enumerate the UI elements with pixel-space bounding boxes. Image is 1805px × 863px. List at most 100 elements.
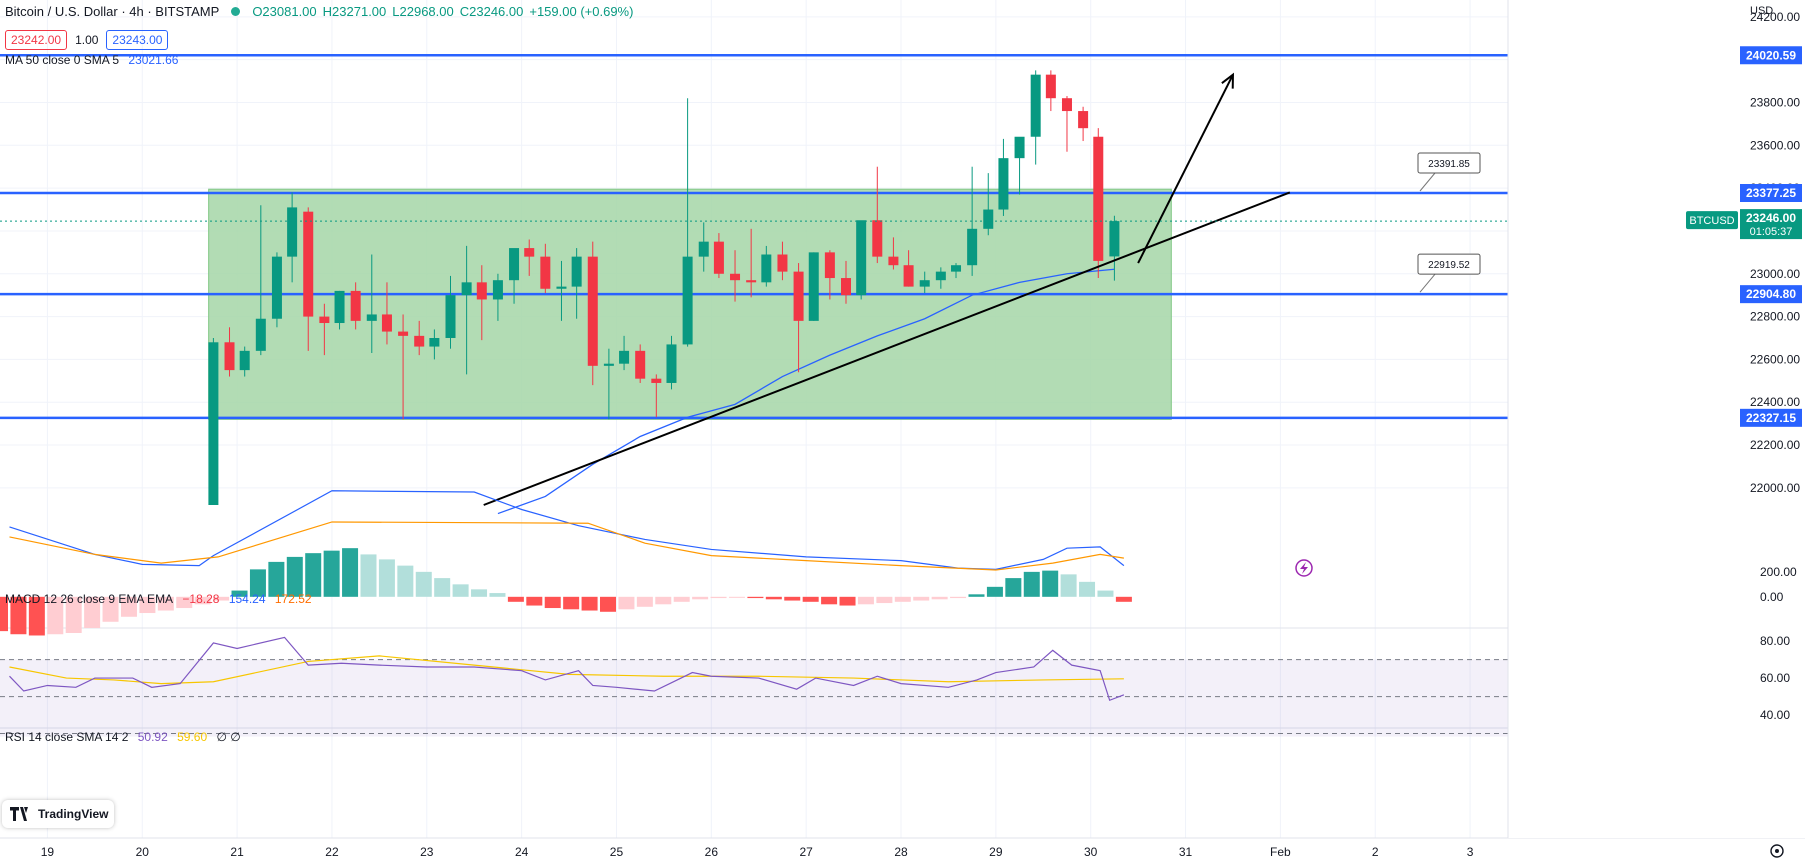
candle-body [414, 335, 425, 347]
candle-body [398, 331, 409, 336]
order-row: 23242.00 1.00 23243.00 [5, 30, 169, 50]
candle-body [635, 350, 646, 379]
time-tick-label: 22 [325, 845, 339, 859]
level-price-tag[interactable] [1740, 46, 1802, 65]
symbol-tag[interactable] [1686, 211, 1738, 230]
time-tick-label: 20 [136, 845, 150, 859]
macd-label: MACD 12 26 close 9 EMA EMA [5, 592, 174, 606]
candle-body [919, 280, 930, 287]
time-tick-label: 29 [989, 845, 1003, 859]
candle-body [951, 265, 962, 272]
rsi-label: RSI 14 close SMA 14 2 [5, 730, 129, 744]
macd-histogram-bar [1005, 578, 1022, 597]
arrow-line[interactable] [1137, 74, 1234, 264]
symbol-title[interactable]: Bitcoin / U.S. Dollar · 4h · BITSTAMP [5, 4, 220, 19]
candle-body [476, 282, 487, 300]
macd-histogram-bar [526, 596, 543, 606]
macd-histogram-bar [28, 596, 45, 636]
macd-histogram-bar [268, 561, 285, 597]
macd-histogram-bar [1023, 571, 1040, 597]
countdown-label: 01:05:37 [1750, 226, 1793, 238]
level-callout-label: 23391.85 [1428, 159, 1470, 170]
candle-body [587, 256, 598, 366]
currency-label: USD [1750, 5, 1773, 17]
macd-histogram-bar [913, 596, 930, 601]
macd-histogram-bar [47, 596, 64, 635]
macd-legend[interactable]: MACD 12 26 close 9 EMA EMA −18.28 154.24… [5, 592, 318, 606]
time-tick-label: 31 [1179, 845, 1193, 859]
time-tick-label: 23 [420, 845, 434, 859]
macd-histogram-bar [692, 596, 709, 600]
candle-body [824, 252, 835, 279]
candle-body [1014, 136, 1025, 159]
macd-histogram-bar [857, 596, 874, 605]
candle-body [603, 363, 614, 366]
time-tick-label: 21 [230, 845, 244, 859]
level-callout-box[interactable] [1417, 152, 1481, 174]
candle-body [903, 265, 914, 287]
macd-histogram-bar [618, 596, 635, 610]
last-price-tag[interactable] [1740, 209, 1802, 240]
drawings[interactable] [483, 72, 1313, 577]
level-price-tag-label: 23377.25 [1746, 186, 1796, 200]
candle-body [888, 256, 899, 266]
candle-body [967, 228, 978, 266]
tradingview-logo[interactable]: TradingView [2, 800, 114, 828]
ma-legend[interactable]: MA 50 close 0 SMA 5 23021.66 [5, 53, 184, 67]
level-price-tag[interactable] [1740, 408, 1802, 427]
ohlc-close: C23246.00 [459, 4, 524, 19]
candle-body [1093, 136, 1104, 261]
macd-histogram-bar [231, 590, 248, 597]
ohlc-open: O23081.00 [252, 4, 317, 19]
settings-gear-icon[interactable] [1770, 844, 1784, 858]
tradingview-icon [10, 807, 28, 821]
macd-histogram-bar [194, 596, 211, 605]
quantity[interactable]: 1.00 [75, 33, 99, 47]
callout-pointer [1419, 273, 1436, 293]
ma-label: MA 50 close 0 SMA 5 [5, 53, 120, 67]
macd-histogram-bar [636, 596, 653, 607]
macd-histogram-bar [1115, 596, 1132, 602]
macd-histogram-bar [286, 556, 303, 597]
candle-body [713, 241, 724, 274]
bid-price-button[interactable]: 23242.00 [5, 30, 68, 50]
candle-body [1045, 74, 1056, 99]
price-tick-label: 23600.00 [1750, 138, 1800, 152]
macd-histogram-bar [894, 596, 911, 602]
macd-histogram-bar [600, 596, 617, 612]
settings-gear-center [1775, 849, 1779, 853]
level-callout-label: 22919.52 [1428, 260, 1470, 271]
candle-body [366, 314, 377, 321]
macd-histogram-bar [728, 596, 745, 598]
ask-price-button[interactable]: 23243.00 [106, 30, 169, 50]
candle-body [556, 286, 567, 289]
candle-body [319, 316, 330, 324]
rsi-line [9, 636, 1125, 702]
level-price-tag[interactable] [1740, 285, 1802, 304]
candle-body [983, 209, 994, 229]
ohlc-low: L22968.00 [392, 4, 454, 19]
time-tick-label: 3 [1467, 845, 1474, 859]
rsi-legend[interactable]: RSI 14 close SMA 14 2 50.92 59.60 ∅ ∅ [5, 730, 247, 744]
level-price-tag[interactable] [1740, 183, 1802, 202]
level-callout-box[interactable] [1417, 253, 1481, 275]
macd-histogram-bar [710, 596, 727, 599]
candle-body [1030, 74, 1041, 137]
candle-body [303, 211, 314, 317]
candle-body [429, 338, 440, 347]
macd-histogram-bar [176, 596, 193, 609]
rsi-tick-label: 60.00 [1760, 671, 1790, 685]
time-tick-label: 2 [1372, 845, 1379, 859]
candle-body [445, 295, 456, 338]
rsi-sma-line [9, 655, 1124, 685]
market-status-icon [231, 7, 241, 16]
price-tick-label: 22000.00 [1750, 481, 1800, 495]
time-axis[interactable]: 19 20 21 22 23 24 25 26 27 28 29 30 31 Feb 2 3 [41, 845, 1474, 859]
arrow-head[interactable] [1221, 72, 1234, 89]
time-tick-label: 27 [799, 845, 813, 859]
trendline[interactable] [483, 191, 1291, 506]
rsi-pane [0, 636, 1508, 737]
ma-value: 23021.66 [128, 53, 179, 67]
